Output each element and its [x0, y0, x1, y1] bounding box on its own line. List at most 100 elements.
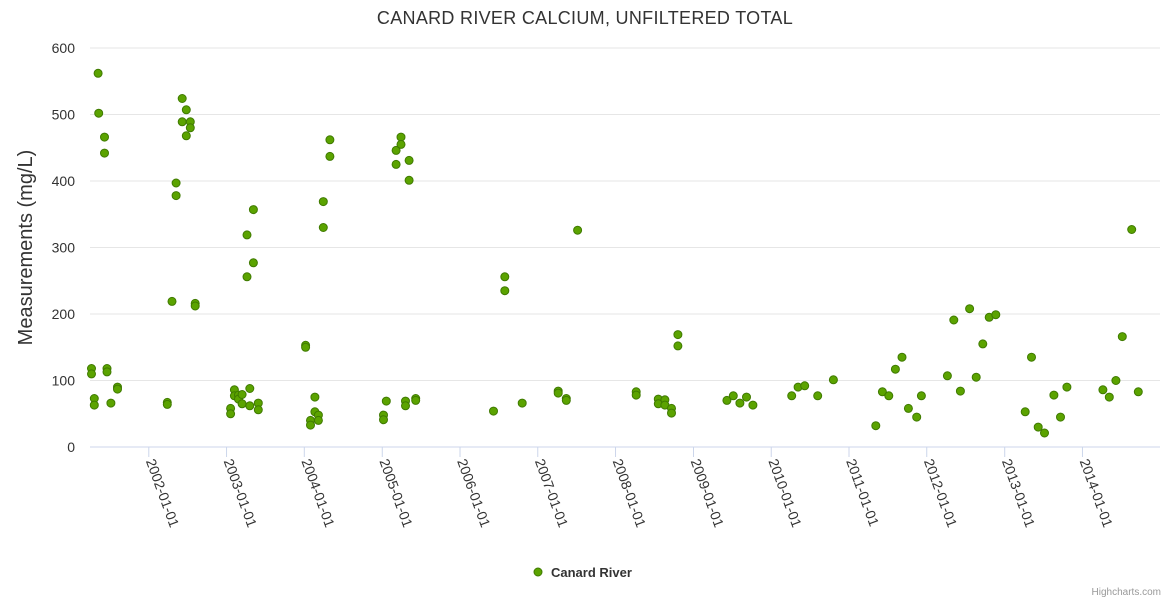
- data-point[interactable]: [667, 408, 676, 418]
- data-point[interactable]: [949, 315, 959, 325]
- data-point[interactable]: [1133, 387, 1143, 397]
- data-point[interactable]: [991, 310, 1001, 320]
- data-point[interactable]: [171, 191, 181, 201]
- data-point[interactable]: [102, 367, 112, 377]
- data-point[interactable]: [379, 415, 388, 425]
- y-axis-label: Measurements (mg/L): [15, 150, 37, 346]
- data-point[interactable]: [1111, 376, 1121, 385]
- data-point[interactable]: [301, 342, 311, 352]
- data-point[interactable]: [1062, 382, 1072, 392]
- data-point[interactable]: [313, 415, 323, 425]
- data-point[interactable]: [185, 123, 195, 133]
- data-point[interactable]: [897, 352, 907, 362]
- data-point[interactable]: [1049, 390, 1059, 400]
- data-point[interactable]: [396, 139, 406, 149]
- data-point[interactable]: [237, 390, 247, 399]
- data-point[interactable]: [912, 412, 922, 422]
- data-point[interactable]: [177, 94, 187, 103]
- data-point[interactable]: [391, 145, 401, 155]
- data-point[interactable]: [177, 117, 187, 127]
- data-point[interactable]: [93, 68, 103, 78]
- data-point[interactable]: [890, 364, 900, 374]
- data-point[interactable]: [181, 131, 191, 141]
- data-point[interactable]: [1033, 422, 1043, 432]
- data-point[interactable]: [828, 375, 838, 385]
- data-point[interactable]: [318, 197, 328, 207]
- data-point[interactable]: [404, 175, 414, 185]
- data-point[interactable]: [100, 132, 109, 142]
- data-point[interactable]: [310, 392, 320, 402]
- data-point[interactable]: [245, 384, 255, 393]
- data-point[interactable]: [871, 421, 881, 431]
- data-point[interactable]: [242, 230, 252, 240]
- data-point[interactable]: [1020, 407, 1030, 417]
- data-point[interactable]: [955, 386, 965, 396]
- credits-link[interactable]: Highcharts.com: [1092, 587, 1161, 598]
- data-point[interactable]: [1098, 385, 1108, 395]
- data-point[interactable]: [411, 395, 421, 405]
- data-point[interactable]: [318, 223, 328, 232]
- data-point[interactable]: [113, 384, 122, 394]
- data-point[interactable]: [404, 155, 414, 165]
- data-point[interactable]: [748, 400, 758, 410]
- data-point[interactable]: [325, 151, 335, 161]
- legend-item-canard-river[interactable]: Canard River: [551, 565, 632, 580]
- data-point[interactable]: [100, 148, 109, 158]
- data-point[interactable]: [631, 390, 641, 400]
- data-point[interactable]: [94, 108, 104, 118]
- legend[interactable]: Canard River: [533, 565, 632, 580]
- data-point[interactable]: [573, 225, 583, 235]
- data-point[interactable]: [722, 395, 732, 405]
- data-point[interactable]: [965, 304, 975, 314]
- data-point[interactable]: [800, 381, 810, 391]
- data-point[interactable]: [248, 258, 258, 268]
- data-point[interactable]: [1027, 352, 1036, 362]
- data-point[interactable]: [942, 371, 952, 381]
- data-point[interactable]: [325, 135, 335, 145]
- data-point[interactable]: [673, 341, 683, 351]
- data-point[interactable]: [242, 272, 252, 282]
- data-point[interactable]: [87, 369, 96, 379]
- data-point[interactable]: [500, 272, 510, 282]
- data-point[interactable]: [489, 406, 498, 416]
- data-point[interactable]: [306, 420, 315, 430]
- data-point[interactable]: [742, 392, 751, 402]
- data-point[interactable]: [171, 178, 181, 188]
- data-point[interactable]: [673, 330, 683, 340]
- data-point[interactable]: [787, 391, 797, 401]
- data-point[interactable]: [561, 395, 571, 405]
- data-point[interactable]: [517, 398, 527, 408]
- data-point[interactable]: [245, 401, 255, 411]
- data-point[interactable]: [181, 105, 191, 115]
- data-point[interactable]: [971, 372, 981, 382]
- data-point[interactable]: [1104, 392, 1114, 402]
- data-point[interactable]: [813, 391, 823, 401]
- data-point[interactable]: [978, 339, 988, 349]
- data-point[interactable]: [237, 399, 247, 409]
- scatter-series-canard-river[interactable]: [87, 68, 1143, 438]
- data-point[interactable]: [884, 391, 894, 401]
- data-point[interactable]: [106, 398, 116, 408]
- data-point[interactable]: [89, 400, 99, 410]
- data-point[interactable]: [167, 296, 177, 306]
- data-point[interactable]: [1117, 332, 1127, 342]
- data-point[interactable]: [728, 391, 738, 401]
- data-point[interactable]: [735, 398, 745, 408]
- data-point[interactable]: [553, 388, 563, 398]
- data-point[interactable]: [381, 396, 391, 406]
- data-point[interactable]: [916, 391, 926, 401]
- data-point[interactable]: [401, 401, 410, 411]
- data-point[interactable]: [1127, 225, 1137, 234]
- data-point[interactable]: [226, 409, 236, 419]
- grid-lines: [90, 47, 1160, 381]
- data-point[interactable]: [1056, 412, 1065, 422]
- data-point[interactable]: [877, 387, 887, 397]
- data-point[interactable]: [1040, 428, 1049, 438]
- data-point[interactable]: [190, 301, 200, 311]
- data-point[interactable]: [903, 403, 913, 413]
- data-point[interactable]: [248, 205, 258, 215]
- data-point[interactable]: [162, 399, 172, 409]
- data-point[interactable]: [500, 286, 510, 296]
- data-point[interactable]: [253, 405, 263, 415]
- data-point[interactable]: [391, 159, 401, 169]
